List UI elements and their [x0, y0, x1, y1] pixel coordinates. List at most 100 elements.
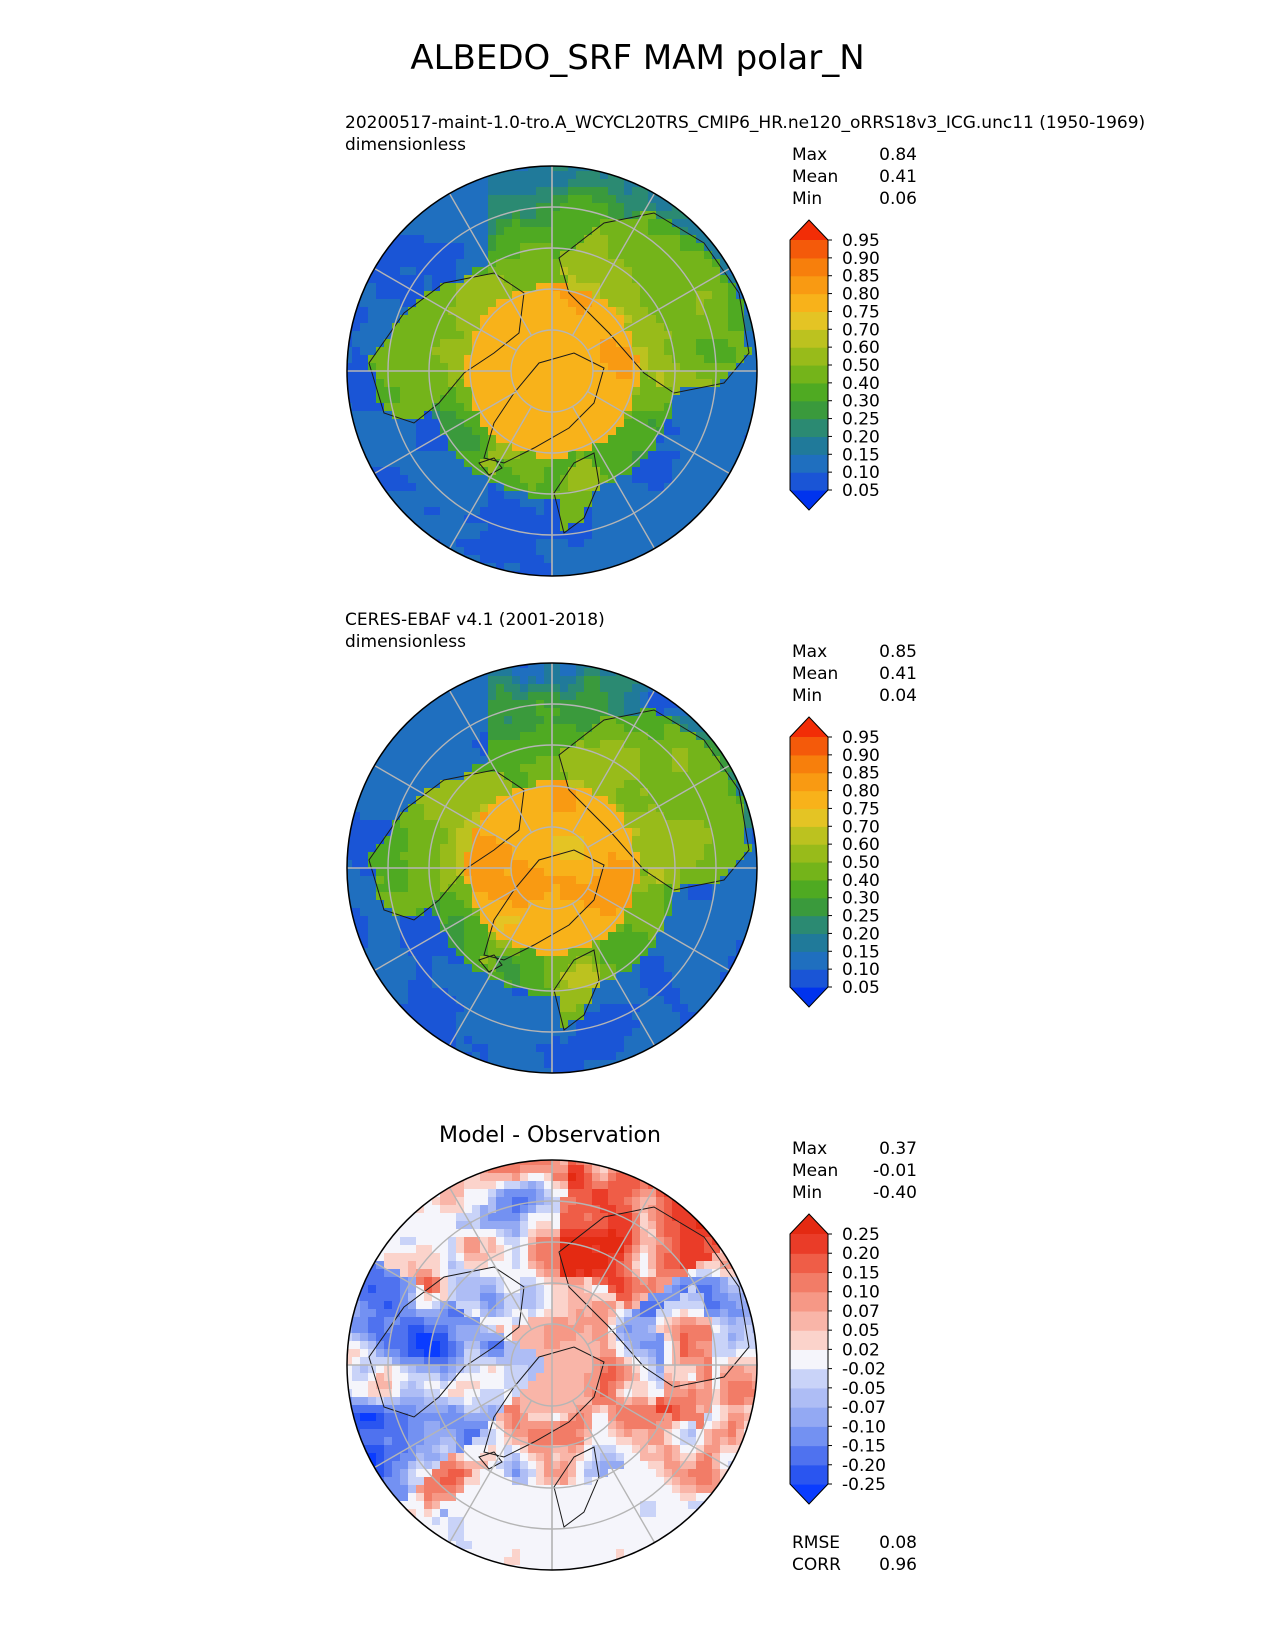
field-cell: [744, 860, 753, 869]
field-cell: [440, 539, 449, 548]
field-cell: [472, 916, 481, 925]
field-cell: [544, 780, 553, 789]
field-cell: [376, 956, 385, 965]
field-cell: [448, 756, 457, 765]
field-cell: [576, 908, 585, 917]
field-cell: [496, 980, 505, 989]
field-cell: [552, 908, 561, 917]
field-cell: [576, 195, 585, 204]
field-cell: [648, 812, 657, 821]
field-cell: [392, 235, 401, 244]
field-cell: [552, 571, 561, 576]
field-cell: [440, 195, 449, 204]
field-cell: [536, 972, 545, 981]
field-cell: [528, 1068, 537, 1073]
field-cell: [632, 724, 641, 733]
field-cell: [696, 459, 705, 468]
field-cell: [520, 663, 529, 669]
field-cell: [640, 539, 649, 548]
field-cell: [440, 708, 449, 717]
field-cell: [720, 331, 729, 340]
field-cell: [392, 956, 401, 965]
field-cell: [704, 1004, 713, 1013]
field-cell: [512, 996, 521, 1005]
field-cell: [720, 836, 729, 845]
field-cell: [568, 1229, 577, 1238]
field-cell: [464, 539, 473, 548]
field-cell: [368, 291, 377, 300]
field-cell: [480, 1181, 489, 1190]
field-cell: [400, 427, 409, 436]
field-cell: [616, 363, 625, 372]
field-cell: [368, 876, 377, 885]
field-cell: [512, 1020, 521, 1029]
field-cell: [472, 948, 481, 957]
field-cell: [496, 692, 505, 701]
field-cell: [464, 996, 473, 1005]
field-cell: [360, 315, 369, 324]
field-cell: [640, 523, 649, 532]
field-cell: [648, 483, 657, 492]
field-cell: [720, 315, 729, 324]
field-cell: [552, 291, 561, 300]
field-cell: [656, 443, 665, 452]
field-cell: [440, 251, 449, 260]
field-cell: [464, 1189, 473, 1198]
field-cell: [656, 419, 665, 428]
field-cell: [752, 812, 757, 821]
field-cell: [696, 315, 705, 324]
field-cell: [440, 796, 449, 805]
field-cell: [648, 676, 657, 685]
field-cell: [536, 892, 545, 901]
field-cell: [520, 451, 529, 460]
field-cell: [528, 166, 537, 172]
field-cell: [648, 716, 657, 725]
field-cell: [688, 379, 697, 388]
field-cell: [536, 788, 545, 797]
field-cell: [456, 996, 465, 1005]
field-cell: [544, 676, 553, 685]
field-cell: [552, 1245, 561, 1254]
field-cell: [352, 908, 361, 917]
field-cell: [584, 820, 593, 829]
stat-label: Mean: [792, 167, 839, 187]
field-cell: [464, 796, 473, 805]
field-cell: [536, 355, 545, 364]
field-cell: [424, 724, 433, 733]
field-cell: [592, 227, 601, 236]
field-cell: [456, 531, 465, 540]
field-cell: [640, 499, 649, 508]
colorbar-extend-max: [790, 717, 828, 737]
field-cell: [560, 403, 569, 412]
field-cell: [696, 1245, 705, 1254]
field-cell: [744, 884, 753, 893]
field-cell: [544, 756, 553, 765]
field-cell: [608, 1020, 617, 1029]
field-cell: [528, 836, 537, 845]
field-cell: [624, 243, 633, 252]
field-cell: [488, 844, 497, 853]
field-cell: [544, 523, 553, 532]
field-cell: [440, 788, 449, 797]
colorbar-observation: 0.050.100.150.200.250.300.400.500.600.70…: [789, 716, 880, 1008]
field-cell: [744, 876, 753, 885]
field-cell: [680, 956, 689, 965]
field-cell: [592, 892, 601, 901]
field-cell: [528, 708, 537, 717]
field-cell: [576, 988, 585, 997]
field-cell: [544, 1205, 553, 1214]
field-cell: [552, 563, 561, 572]
field-cell: [448, 1173, 457, 1182]
field-cell: [624, 275, 633, 284]
field-cell: [600, 1068, 609, 1073]
field-cell: [608, 860, 617, 869]
field-cell: [504, 668, 513, 677]
field-cell: [680, 467, 689, 476]
field-cell: [640, 804, 649, 813]
field-cell: [464, 964, 473, 973]
field-cell: [432, 515, 441, 524]
field-cell: [392, 347, 401, 356]
field-cell: [656, 940, 665, 949]
field-cell: [608, 515, 617, 524]
field-cell: [448, 1020, 457, 1029]
